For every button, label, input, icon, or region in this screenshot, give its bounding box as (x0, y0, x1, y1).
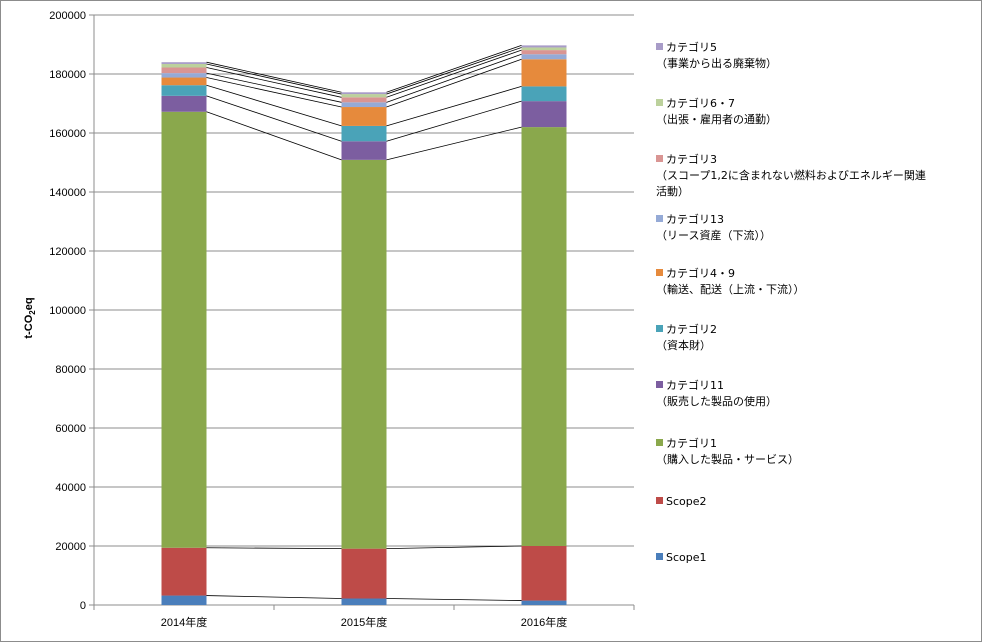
series-connector-line (206, 95, 342, 142)
legend-label-line: カテゴリ3 (666, 153, 717, 166)
legend-swatch (656, 43, 663, 50)
legend-swatch (656, 215, 663, 222)
bar-segment (161, 77, 207, 86)
legend-swatch (656, 155, 663, 162)
bar-segment (341, 548, 387, 599)
series-connector-line (386, 47, 522, 95)
bar-segment (161, 63, 207, 68)
legend-swatch (656, 439, 663, 446)
series-connector-line (206, 84, 342, 127)
bar-segment (521, 101, 567, 128)
legend-label-line: （スコープ1,2に含まれない燃料およびエネルギー関連 (656, 169, 926, 182)
y-tick-label: 0 (80, 600, 86, 612)
bar-segment (521, 45, 567, 48)
series-connector-line (386, 598, 522, 601)
y-tick-label: 140000 (49, 187, 86, 199)
series-connector-line (386, 45, 522, 93)
series-connector-line (206, 77, 342, 108)
y-tick-label: 120000 (49, 246, 86, 258)
legend-label-line: （資本財） (656, 339, 711, 352)
x-tick-label: 2015年度 (341, 615, 387, 629)
y-tick-label: 180000 (49, 69, 86, 81)
legend-label-line: カテゴリ6・7 (666, 97, 735, 110)
legend-label-line: カテゴリ13 (666, 213, 724, 226)
legend-label-line: Scope1 (666, 551, 707, 564)
bar-segment (521, 600, 567, 605)
bar-segment (341, 159, 387, 549)
bar-segment (521, 54, 567, 60)
series-connector-line (206, 63, 342, 95)
series-connector-line (386, 126, 522, 161)
bar-segment (341, 102, 387, 108)
series-connector-line (386, 49, 522, 98)
x-axis-ticks: 2014年度 2015年度 2016年度 (93, 605, 635, 629)
bar-segment (521, 127, 567, 546)
y-tick-label: 20000 (55, 541, 86, 553)
legend-label-line: カテゴリ1 (666, 437, 717, 450)
series-connector-line (206, 547, 342, 550)
legend-swatch (656, 99, 663, 106)
legend-swatch (656, 553, 663, 560)
series-connector-line (386, 545, 522, 550)
series-connector-line (206, 595, 342, 599)
y-axis-ticks: 0 20000 40000 60000 80000 100000 120000 140000 1… (49, 10, 86, 612)
legend-label-line: カテゴリ5 (666, 41, 717, 54)
bar-segment (341, 598, 387, 605)
legend-label-line: カテゴリ2 (666, 323, 717, 336)
legend-swatch (656, 497, 663, 504)
series-connector-line (386, 53, 522, 103)
series-connector-line (206, 72, 342, 103)
legend-swatch (656, 325, 663, 332)
legend-swatch (656, 381, 663, 388)
bar-segment (521, 86, 567, 102)
bar-segment (161, 67, 207, 74)
bar-segment (161, 85, 207, 96)
bar-segment (521, 546, 567, 601)
bar-segment (521, 47, 567, 51)
bar-segment (341, 141, 387, 160)
bar-segment (161, 62, 207, 64)
bar-segment (341, 92, 387, 95)
legend-label-line: （出張・雇用者の通勤） (656, 113, 777, 126)
y-tick-label: 200000 (49, 10, 86, 22)
bars (161, 45, 567, 605)
bar-segment (341, 125, 387, 142)
y-tick-label: 40000 (55, 482, 86, 494)
legend-label-line: Scope2 (666, 495, 707, 508)
bar-segment (161, 595, 207, 605)
series-connector-line (386, 58, 522, 108)
y-tick-label: 80000 (55, 364, 86, 376)
y-tick-label: 60000 (55, 423, 86, 435)
legend-label-line: （リース資産（下流）） (656, 229, 771, 242)
legend-label-line: カテゴリ4・9 (666, 267, 735, 280)
bar-segment (341, 107, 387, 126)
bar-segment (521, 50, 567, 55)
bar-segment (161, 95, 207, 112)
series-connector-line (386, 100, 522, 142)
bar-segment (341, 97, 387, 103)
x-tick-label: 2016年度 (521, 615, 567, 629)
y-axis-label: t-CO2eq (23, 297, 37, 338)
series-connector-lines (206, 45, 522, 601)
series-connector-line (206, 111, 342, 161)
y-tick-label: 100000 (49, 305, 86, 317)
legend-label-line: （販売した製品の使用） (656, 395, 777, 408)
x-tick-label: 2014年度 (161, 615, 207, 629)
series-connector-line (206, 61, 342, 93)
bar-segment (521, 59, 567, 87)
legend-label-line: （事業から出る廃棄物） (656, 57, 777, 70)
legend-label-line: カテゴリ11 (666, 379, 724, 392)
bar-segment (161, 547, 207, 596)
bar-segment (161, 111, 207, 548)
bar-segment (161, 73, 207, 78)
y-tick-label: 160000 (49, 128, 86, 140)
bar-segment (341, 94, 387, 98)
legend-swatch (656, 269, 663, 276)
legend-label-line: （購入した製品・サービス） (656, 453, 799, 466)
series-connector-line (206, 67, 342, 98)
legend-label-line: （輸送、配送（上流・下流）） (656, 283, 805, 296)
series-connector-line (386, 86, 522, 127)
legend-label-line: 活動） (656, 185, 689, 198)
